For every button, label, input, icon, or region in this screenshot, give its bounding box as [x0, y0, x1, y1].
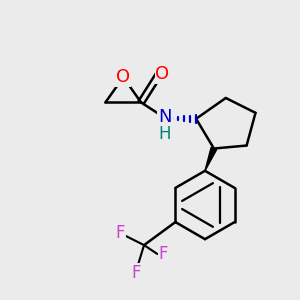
- Text: F: F: [159, 245, 168, 263]
- Text: F: F: [132, 264, 141, 282]
- Text: F: F: [116, 224, 125, 242]
- Text: O: O: [155, 65, 170, 83]
- Text: H: H: [159, 125, 171, 143]
- Text: N: N: [158, 108, 172, 126]
- Polygon shape: [205, 147, 217, 171]
- Text: O: O: [116, 68, 130, 86]
